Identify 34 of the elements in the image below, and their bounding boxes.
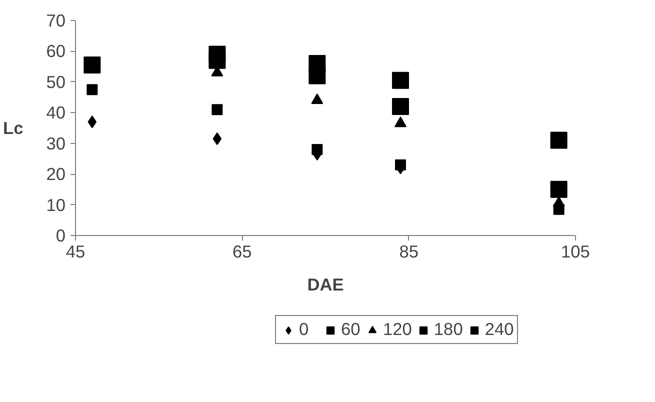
x-tick-label: 45 (66, 242, 86, 262)
point (392, 98, 409, 115)
x-tick-label: 65 (232, 242, 252, 262)
y-tick-label: 70 (46, 10, 66, 30)
point (550, 132, 568, 149)
point (84, 56, 101, 74)
point (395, 159, 406, 170)
y-tick-label: 0 (56, 226, 66, 246)
x-tick-label: 85 (399, 242, 418, 262)
y-tick-label: 30 (46, 133, 66, 154)
y-tick-label: 40 (46, 102, 66, 123)
point (312, 144, 323, 155)
x-tick-label: 105 (561, 242, 590, 262)
point (392, 72, 409, 89)
y-tick-label: 10 (46, 194, 66, 215)
legend-label: 180 (434, 319, 463, 340)
legend-label: 0 (299, 319, 310, 340)
legend-label: 120 (383, 319, 412, 340)
legend-label: 240 (484, 319, 514, 340)
point (308, 55, 326, 72)
point (208, 46, 226, 63)
point (86, 84, 98, 96)
point (394, 116, 406, 128)
y-tick-label: 50 (46, 72, 66, 92)
point (88, 116, 97, 128)
point (212, 104, 223, 116)
point (550, 180, 568, 198)
y-tick-label: 20 (46, 164, 66, 184)
point (311, 94, 324, 104)
x-axis-title: DAE (307, 274, 344, 294)
legend-label: 60 (341, 319, 361, 340)
y-axis-title: Lc (3, 118, 24, 138)
y-tick-label: 60 (46, 41, 66, 62)
point (212, 132, 222, 146)
